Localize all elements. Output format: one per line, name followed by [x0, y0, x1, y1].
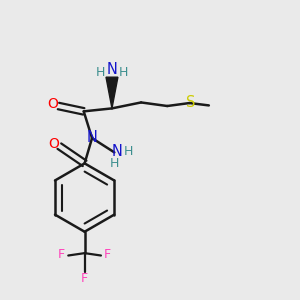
Text: F: F — [81, 272, 88, 286]
Text: N: N — [87, 130, 98, 145]
Text: F: F — [104, 248, 111, 261]
Text: F: F — [58, 248, 65, 261]
Text: O: O — [48, 97, 58, 111]
Text: S: S — [186, 95, 195, 110]
Text: H: H — [110, 157, 119, 170]
Text: H: H — [96, 66, 105, 79]
Text: N: N — [106, 62, 117, 77]
Polygon shape — [106, 77, 118, 108]
Text: H: H — [118, 66, 128, 79]
Text: O: O — [49, 137, 59, 151]
Text: H: H — [124, 145, 133, 158]
Text: N: N — [112, 144, 123, 159]
